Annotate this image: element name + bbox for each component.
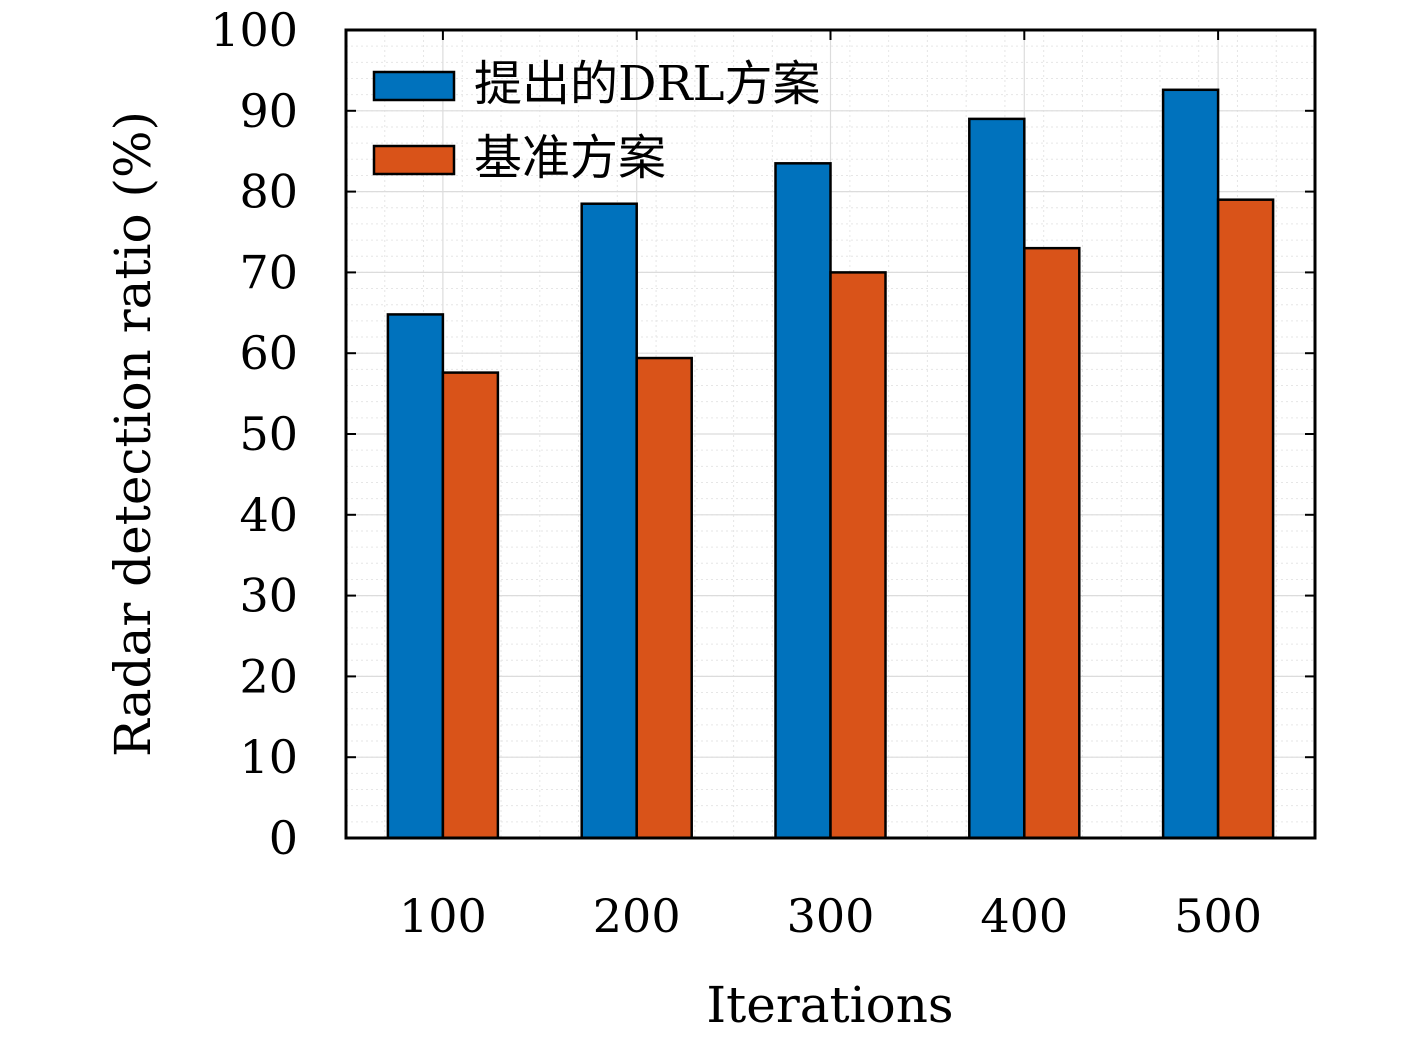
bars-layer [386, 88, 1275, 840]
bar-series1-400 [968, 117, 1026, 840]
x-tick-label: 300 [787, 889, 875, 943]
y-tick-label: 0 [269, 811, 298, 865]
legend-swatch-1 [372, 70, 456, 102]
bar-series2-500 [1216, 198, 1275, 840]
y-axis-label: Radar detection ratio (%) [104, 111, 162, 757]
bar-series2-400 [1023, 246, 1081, 840]
bar-series1-500 [1161, 88, 1220, 840]
bar-series1-200 [580, 202, 638, 840]
x-axis-label: Iterations [706, 976, 953, 1034]
bar-series1-100 [386, 313, 445, 840]
y-tick-label: 100 [210, 3, 298, 57]
y-tick-label: 20 [239, 649, 298, 703]
ticks-layer: 0 10 20 30 40 50 60 70 80 90 100 100 200 300 400 500 [210, 3, 1315, 943]
y-tick-label: 10 [239, 730, 298, 784]
y-tick-label: 90 [239, 84, 298, 138]
y-tick-label: 60 [239, 326, 298, 380]
y-tick-label: 70 [239, 245, 298, 299]
legend-swatch-2 [372, 144, 456, 176]
x-tick-label: 100 [399, 889, 487, 943]
y-tick-label: 80 [239, 165, 298, 219]
x-tick-label: 500 [1174, 889, 1262, 943]
bar-series2-200 [635, 356, 693, 840]
bar-series2-300 [829, 271, 887, 840]
legend-label-2: 基准方案 [474, 130, 666, 186]
x-tick-label: 200 [593, 889, 681, 943]
y-tick-label: 40 [239, 488, 298, 542]
y-tick-label: 50 [239, 407, 298, 461]
bar-series2-100 [441, 371, 500, 840]
bar-series1-300 [774, 162, 832, 840]
legend-label-1: 提出的DRL方案 [474, 56, 821, 112]
x-tick-label: 400 [980, 889, 1068, 943]
y-tick-label: 30 [239, 569, 298, 623]
